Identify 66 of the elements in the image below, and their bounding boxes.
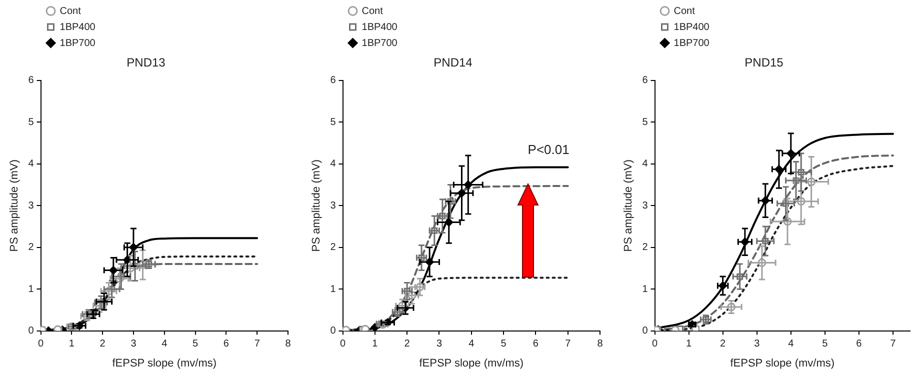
x-tick-label: 7 — [565, 338, 572, 350]
x-tick-label: 1 — [372, 338, 378, 350]
legend-label: Cont — [674, 6, 696, 17]
y-tick-label: 1 — [330, 284, 336, 295]
x-tick-label: 0 — [38, 338, 44, 350]
x-tick-label: 3 — [754, 338, 760, 350]
x-tick-label: 7 — [254, 338, 260, 350]
y-tick-label: 4 — [28, 158, 34, 170]
y-tick-label: 2 — [28, 242, 34, 254]
y-tick-label: 2 — [330, 242, 336, 254]
x-axis-title: fEPSP slope (mv/ms) — [730, 357, 835, 370]
legend-label: 1BP700 — [60, 38, 96, 49]
x-tick-label: 0 — [340, 338, 346, 350]
y-tick-label: 3 — [642, 200, 648, 212]
y-tick-label: 5 — [28, 116, 34, 128]
y-axis-title: PS amplitude (mV) — [622, 159, 635, 252]
x-tick-label: 1 — [68, 338, 75, 350]
x-tick-label: 4 — [788, 338, 794, 350]
x-tick-label: 6 — [856, 338, 862, 350]
y-tick-label: 0 — [330, 326, 336, 337]
legend-label: 1BP400 — [60, 22, 96, 33]
legend-label: 1BP700 — [674, 38, 710, 49]
y-tick-label: 3 — [28, 200, 34, 212]
legend-label: 1BP400 — [362, 22, 398, 33]
y-tick-label: 2 — [642, 242, 648, 254]
y-tick-label: 6 — [330, 75, 336, 86]
y-axis-title: PS amplitude (mV) — [310, 159, 323, 252]
y-tick-label: 5 — [330, 116, 336, 128]
y-tick-label: 5 — [642, 116, 648, 128]
x-axis-title: fEPSP slope (mv/ms) — [112, 357, 217, 370]
annotation: P<0.01 — [528, 142, 570, 158]
legend-label: 1BP400 — [674, 22, 710, 33]
x-tick-label: 4 — [468, 338, 475, 350]
y-tick-label: 3 — [330, 200, 336, 212]
y-tick-label: 4 — [642, 158, 648, 170]
x-tick-label: 6 — [532, 338, 539, 350]
y-tick-label: 1 — [28, 284, 34, 295]
x-tick-label: 2 — [404, 338, 410, 350]
x-tick-label: 3 — [130, 338, 137, 350]
y-tick-label: 1 — [642, 284, 648, 295]
y-tick-label: 0 — [28, 326, 34, 337]
x-tick-label: 2 — [720, 338, 726, 350]
y-axis-title: PS amplitude (mV) — [8, 159, 21, 252]
y-tick-label: 6 — [642, 75, 648, 86]
x-tick-label: 8 — [285, 338, 292, 350]
chart-title: PND13 — [126, 56, 166, 70]
x-tick-label: 5 — [822, 338, 828, 350]
x-tick-label: 2 — [100, 338, 106, 350]
chart-title: PND14 — [434, 56, 473, 70]
x-tick-label: 7 — [890, 338, 896, 350]
y-tick-label: 0 — [642, 326, 648, 337]
x-tick-label: 6 — [223, 338, 230, 350]
x-tick-label: 5 — [500, 338, 507, 350]
y-tick-label: 6 — [28, 75, 34, 86]
legend-label: 1BP700 — [362, 38, 398, 49]
x-tick-label: 0 — [652, 338, 658, 350]
x-tick-label: 4 — [162, 338, 168, 350]
legend-label: Cont — [60, 6, 82, 17]
x-tick-label: 3 — [436, 338, 442, 350]
chart-title: PND15 — [744, 56, 784, 70]
x-tick-label: 1 — [686, 338, 692, 350]
y-tick-label: 4 — [330, 158, 336, 170]
x-tick-label: 8 — [597, 338, 604, 350]
x-tick-label: 5 — [192, 338, 199, 350]
x-axis-title: fEPSP slope (mv/ms) — [419, 357, 524, 370]
legend-label: Cont — [362, 6, 384, 17]
